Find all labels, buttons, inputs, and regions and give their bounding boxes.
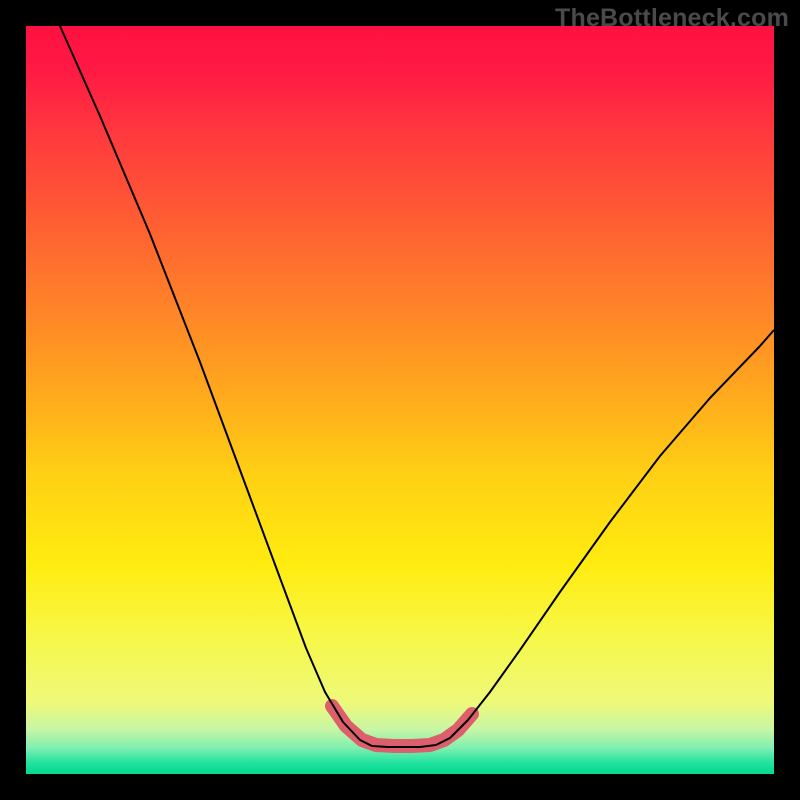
gradient-background [26, 26, 774, 774]
frame-border [0, 0, 26, 800]
watermark: TheBottleneck.com [555, 4, 789, 33]
frame-border [0, 774, 800, 800]
bottleneck-chart [0, 0, 800, 800]
frame-border [774, 0, 800, 800]
chart-container: TheBottleneck.com [0, 0, 800, 800]
